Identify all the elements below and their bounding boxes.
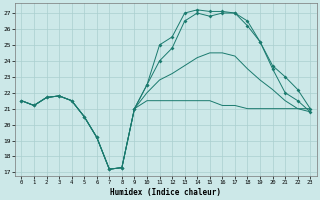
X-axis label: Humidex (Indice chaleur): Humidex (Indice chaleur) — [110, 188, 221, 197]
